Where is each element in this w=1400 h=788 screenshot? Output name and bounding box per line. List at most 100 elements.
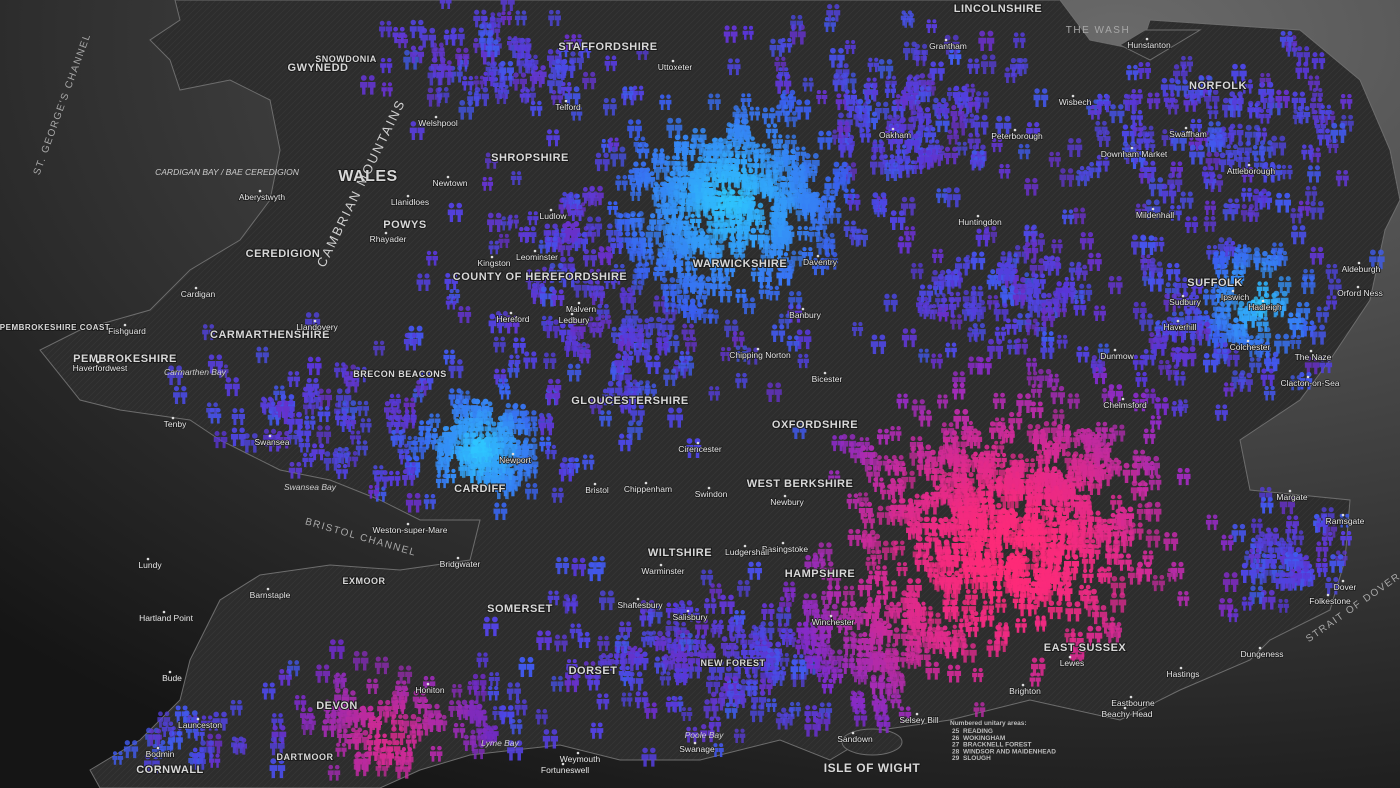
place-label: Weston-super-Mare <box>373 525 448 535</box>
legend-number: 29 <box>952 755 960 762</box>
place-label: Ipswich <box>1221 292 1250 302</box>
region-label: WEST BERKSHIRE <box>747 478 854 490</box>
region-label: POWYS <box>383 219 426 231</box>
place-dot <box>426 682 430 686</box>
place-dot <box>1013 128 1017 132</box>
place-label: Lundy <box>138 560 162 570</box>
place-dot <box>533 249 537 253</box>
place-dot <box>1306 375 1310 379</box>
place-label: Kingston <box>477 258 510 268</box>
place-dot <box>659 563 663 567</box>
place-dot <box>96 360 100 364</box>
place-dot <box>1113 348 1117 352</box>
water-label: Poole Bay <box>685 730 724 740</box>
place-label: Ludgershall <box>725 547 769 557</box>
place-dot <box>146 557 150 561</box>
place-label: Huntingdon <box>958 217 1002 227</box>
place-dot <box>1231 289 1235 293</box>
region-label: SOMERSET <box>487 603 553 615</box>
place-label: Eastbourne <box>1111 698 1155 708</box>
place-label: Downham Market <box>1101 149 1168 159</box>
place-dot <box>1151 207 1155 211</box>
place-dot <box>266 587 270 591</box>
place-dot <box>446 175 450 179</box>
place-label: Swaffham <box>1169 129 1207 139</box>
region-label: CORNWALL <box>136 764 204 776</box>
place-label: Dunmow <box>1100 351 1134 361</box>
place-dot <box>456 556 460 560</box>
legend-number: 28 <box>952 748 960 755</box>
place-label: Orford Ness <box>1337 288 1383 298</box>
region-label: CEREDIGION <box>246 248 321 260</box>
place-label: Mildenhall <box>1136 210 1174 220</box>
place-label: Attleborough <box>1227 166 1275 176</box>
place-dot <box>1326 593 1330 597</box>
place-dot <box>1176 319 1180 323</box>
place-label: Sudbury <box>1169 297 1201 307</box>
region-label: COUNTY OF HEREFORDSHIRE <box>453 271 627 283</box>
region-label: OXFORDSHIRE <box>772 419 858 431</box>
place-dot <box>696 441 700 445</box>
place-label: Brighton <box>1009 686 1041 696</box>
place-dot <box>564 99 568 103</box>
place-label: Hunstanton <box>1127 40 1171 50</box>
place-label: Bridgwater <box>440 559 481 569</box>
water-label: Carmarthen Bay <box>164 367 227 377</box>
place-label: Colchester <box>1230 342 1271 352</box>
place-label: The Naze <box>1295 352 1332 362</box>
place-dot <box>1258 646 1262 650</box>
place-dot <box>258 189 262 193</box>
legend-name: SLOUGH <box>963 755 991 762</box>
region-label: SUFFOLK <box>1187 277 1242 289</box>
legend-number: 25 <box>952 728 960 735</box>
region-label: LINCOLNSHIRE <box>954 3 1043 15</box>
place-dot <box>1341 513 1345 517</box>
place-label: Rhayader <box>370 234 407 244</box>
place-dot <box>1356 285 1360 289</box>
place-label: Welshpool <box>418 118 458 128</box>
place-label: Newport <box>499 455 531 465</box>
place-dot <box>194 286 198 290</box>
place-dot <box>1357 261 1361 265</box>
legend-number: 26 <box>952 735 960 742</box>
place-label: Shaftesbury <box>617 600 663 610</box>
place-label: Telford <box>555 102 581 112</box>
place-label: Swindon <box>695 489 728 499</box>
region-label: PEMBROKESHIRE COAST <box>0 323 110 332</box>
place-dot <box>593 482 597 486</box>
place-label: Ludlow <box>540 211 568 221</box>
place-dot <box>570 312 574 316</box>
place-label: Bude <box>162 673 182 683</box>
place-label: Hartland Point <box>139 613 194 623</box>
place-label: Bristol <box>585 485 609 495</box>
legend-name: READING <box>963 728 993 735</box>
region-label: HAMPSHIRE <box>785 568 856 580</box>
place-dot <box>576 751 580 755</box>
place-dot <box>671 59 675 63</box>
place-dot <box>384 231 388 235</box>
place-dot <box>1246 339 1250 343</box>
region-label: CARMARTHENSHIRE <box>210 329 330 341</box>
region-label: NORFOLK <box>1189 80 1247 92</box>
region-label: GWYNEDD <box>288 62 349 74</box>
water-label: THE WASH <box>1066 25 1130 36</box>
place-dot <box>268 434 272 438</box>
place-label: Ramsgate <box>1326 516 1365 526</box>
place-dot <box>171 416 175 420</box>
place-label: Dungeness <box>1240 649 1283 659</box>
place-dot <box>168 670 172 674</box>
region-label: NEW FOREST <box>701 658 766 668</box>
place-dot <box>1021 683 1025 687</box>
place-label: Launceston <box>178 720 222 730</box>
place-dot <box>693 741 697 745</box>
place-label: Daventry <box>803 257 838 267</box>
place-label: Swanage <box>679 744 715 754</box>
place-dot <box>783 494 787 498</box>
place-dot <box>1341 579 1345 583</box>
place-label: Beachy Head <box>1101 709 1152 719</box>
place-dot <box>511 452 515 456</box>
place-dot <box>1129 695 1133 699</box>
place-dot <box>1130 146 1134 150</box>
